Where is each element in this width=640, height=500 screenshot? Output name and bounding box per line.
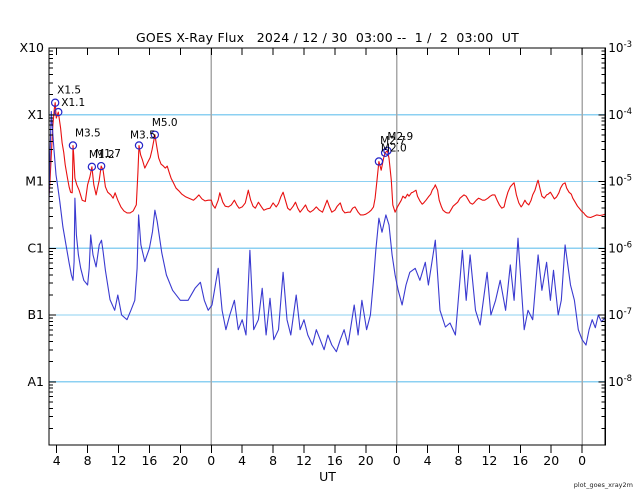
x-tick-label: 20 [172,453,188,468]
x-tick-label: 4 [238,453,246,468]
x-tick-label: 16 [512,453,528,468]
flare-peak-marker [134,141,144,150]
flux-class-label: B1 [27,307,44,322]
x-tick-labels: 4 8 12 16 20 0 4 8 12 16 20 0 4 8 12 16 20 0 [53,453,586,468]
flux-class-label: M1 [25,174,44,189]
y-left-labels: X10 X1 M1 C1 B1 A1 [20,40,45,389]
flare-label: M1.7 [95,148,121,160]
flare-label: M3.5 [130,129,156,141]
flux-class-label: X1 [27,107,44,122]
flux-exp-label: 10-8 [608,374,632,389]
flare-labels: X1.5X1.1M3.5M1.2M1.7M3.5M5.0M2.0M2.7M2.9 [57,85,413,161]
x-tick-label: 0 [578,453,586,468]
flare-label: X1.5 [57,85,81,97]
flare-peak-marker [374,157,384,166]
decade-gridlines [49,114,606,383]
flare-label: M2.7 [380,135,406,147]
x-tick-label: 16 [141,453,157,468]
x-axis-label: UT [319,469,336,484]
flux-exp-label: 10-6 [608,240,632,255]
flux-exp-label: 10-7 [608,307,632,322]
flare-label: M2.9 [387,131,413,143]
flux-class-label: C1 [27,240,44,255]
x-tick-label: 8 [84,453,92,468]
flux-exp-label: 10-3 [608,40,632,55]
flare-peak-marker [380,148,390,157]
y-right-labels: 10-3 10-4 10-5 10-6 10-7 10-8 [608,40,632,389]
plot-frame [48,47,606,446]
x-tick-label: 8 [455,453,463,468]
flare-label: M1.2 [89,149,115,161]
flux-exp-label: 10-4 [608,107,632,122]
x-tick-label: 16 [327,453,343,468]
blue-flux-line [49,110,606,353]
flare-label: M3.5 [75,127,101,139]
flare-peak-marker [68,141,78,150]
x-tick-label: 20 [543,453,559,468]
series-group [49,102,606,353]
x-tick-label: 20 [358,453,374,468]
x-tick-label: 4 [53,453,61,468]
x-tick-label: 0 [207,453,215,468]
flare-peak-marker [87,162,97,172]
flare-peak-marker [96,161,106,171]
x-tick-label: 12 [481,453,497,468]
flare-markers [50,98,392,172]
flux-class-label: A1 [27,374,44,389]
flare-label: M2.0 [381,142,407,154]
flare-peak-marker [383,146,392,155]
flare-peak-marker [150,130,160,139]
flare-label: M5.0 [152,117,178,129]
flare-label: X1.1 [61,97,85,109]
flare-peak-marker [50,98,60,107]
flux-exp-label: 10-5 [608,174,632,189]
x-tick-label: 8 [269,453,277,468]
red-flux-line [49,102,606,219]
x-tick-label: 4 [424,453,432,468]
plot-footnote: plot_goes_xray2m [573,481,633,489]
chart-title: GOES X-Ray Flux 2024 / 12 / 30 03:00 -- … [136,30,519,45]
flare-peak-marker [54,107,63,117]
day-boundary-lines [210,48,583,445]
x-axis-ticks [56,48,583,453]
x-tick-label: 12 [111,453,127,468]
flux-class-label: X10 [20,40,45,55]
y-axis-ticks [49,50,606,429]
x-tick-label: 0 [393,453,401,468]
x-tick-label: 12 [296,453,312,468]
